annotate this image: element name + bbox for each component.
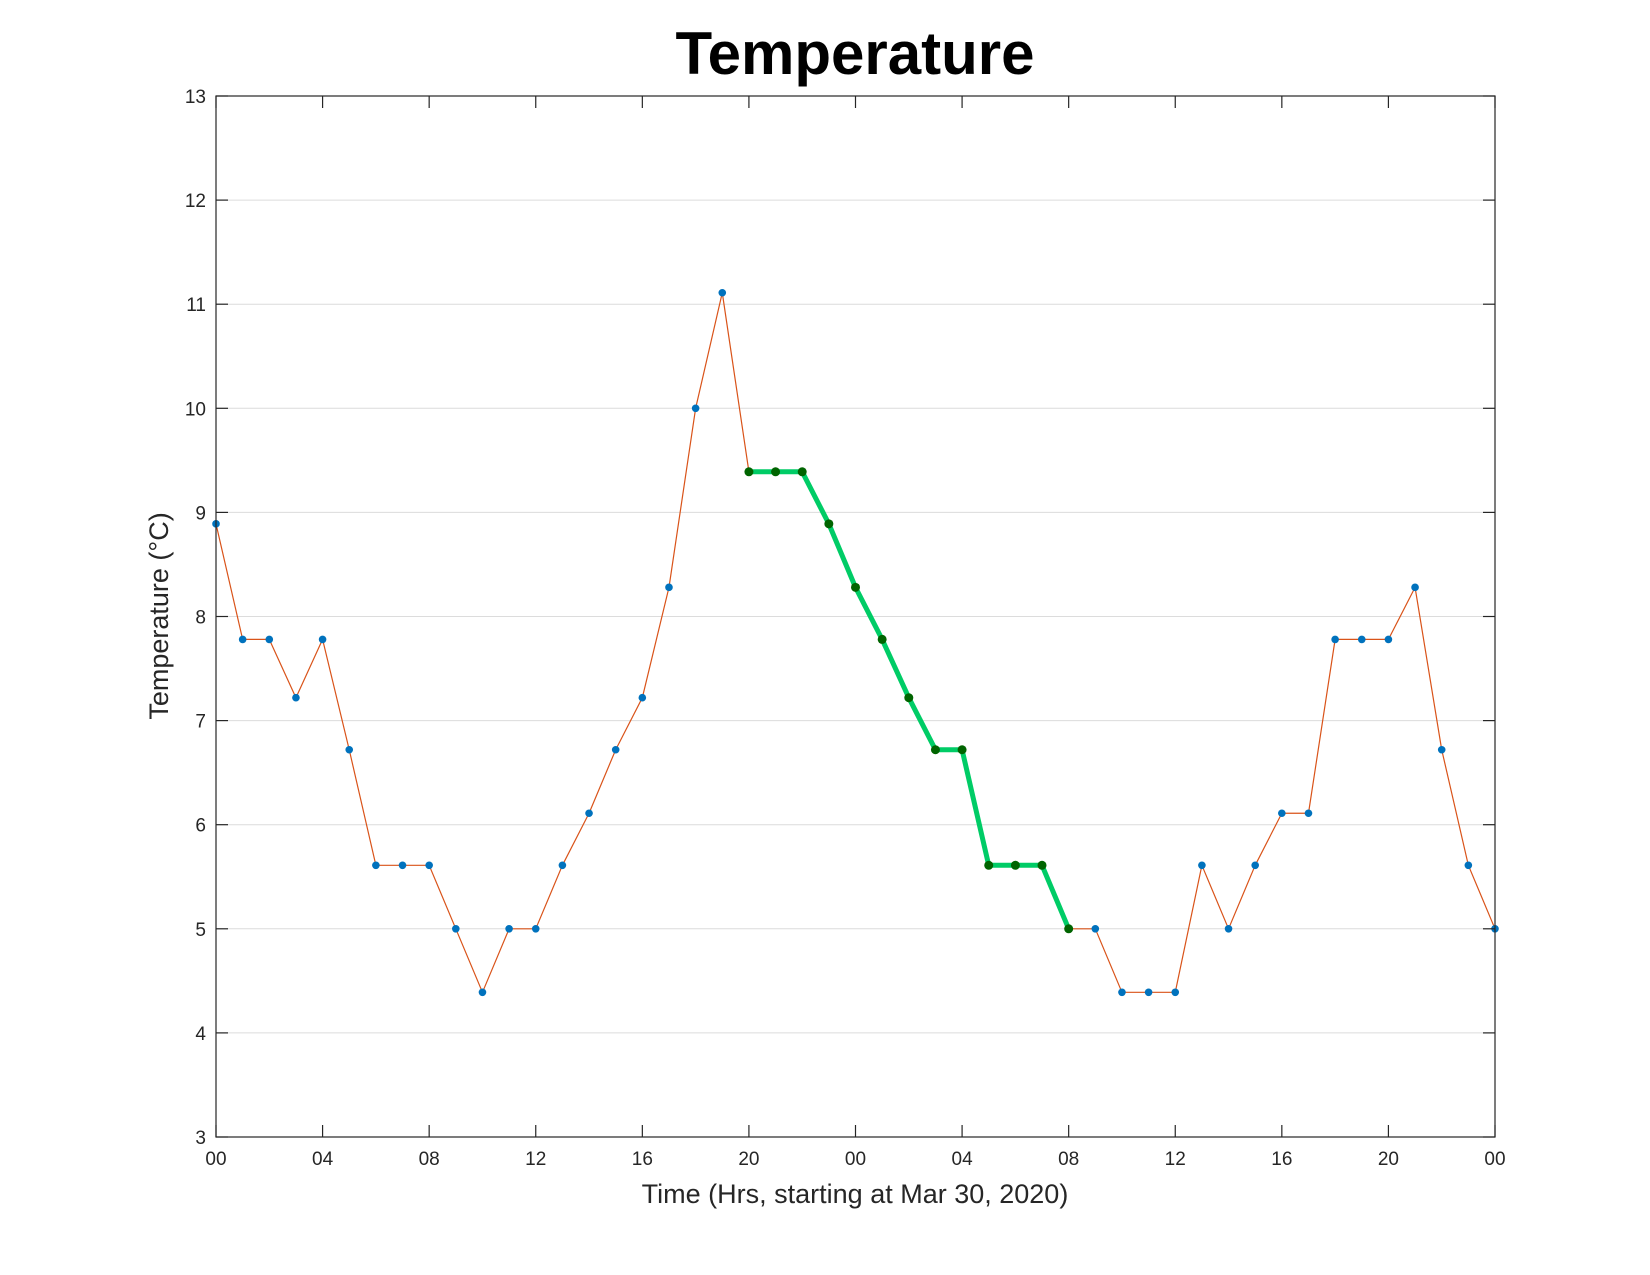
x-tick-label: 00 (1484, 1149, 1505, 1170)
data-point (691, 404, 700, 413)
y-tick-label: 3 (195, 1128, 206, 1149)
y-axis-label: Temperature (°C) (144, 512, 174, 719)
y-tick-label: 7 (195, 712, 206, 733)
highlight-data-point (957, 745, 967, 755)
data-point (558, 861, 567, 870)
data-point (1437, 745, 1446, 754)
data-point (1464, 861, 1473, 870)
data-point (718, 288, 727, 297)
data-point (665, 583, 673, 592)
x-tick-label: 20 (1378, 1149, 1399, 1170)
highlight-data-point (771, 467, 781, 477)
y-tick-label: 11 (186, 295, 206, 316)
y-tick-label: 5 (195, 920, 206, 941)
highlight-data-point (984, 860, 994, 870)
highlight-data-point (824, 519, 834, 529)
data-point (505, 925, 513, 933)
x-tick-label: 16 (632, 1149, 653, 1170)
data-point (1384, 635, 1393, 644)
highlight-data-point (1064, 924, 1074, 934)
data-point (345, 745, 354, 754)
data-point (1251, 861, 1259, 870)
data-point (238, 635, 247, 644)
chart-title: Temperature (675, 20, 1034, 87)
x-tick-label: 04 (952, 1149, 974, 1170)
highlight-data-point (930, 745, 940, 755)
y-tick-label: 13 (185, 87, 206, 108)
data-point (1331, 635, 1339, 644)
y-tick-label: 4 (195, 1024, 206, 1045)
data-point (372, 861, 380, 870)
grid-layer (216, 199, 1495, 1034)
tick-layer: 3 4 5 6 7 8 9 10 11 12 13 00 04 08 12 16 20 00 04 08 12 16 20 0… (185, 87, 1506, 1170)
y-tick-label: 8 (195, 608, 206, 629)
data-point (478, 988, 487, 997)
data-point (265, 635, 274, 644)
data-point (1357, 635, 1366, 644)
data-point (452, 925, 460, 933)
y-tick-label: 10 (185, 399, 206, 420)
y-tick-label: 9 (195, 503, 206, 524)
data-point (1411, 583, 1419, 592)
data-point (398, 861, 407, 870)
data-point (1198, 861, 1206, 870)
data-point (1171, 988, 1180, 997)
highlight-data-point (877, 634, 887, 644)
data-point (1278, 809, 1286, 818)
x-tick-label: 16 (1271, 1149, 1292, 1170)
highlight-data-point (744, 467, 754, 477)
x-tick-label: 12 (1165, 1149, 1186, 1170)
x-tick-label: 20 (738, 1149, 759, 1170)
y-tick-label: 12 (185, 191, 206, 212)
data-point (531, 925, 540, 933)
highlight-data-point (1010, 860, 1020, 870)
x-tick-label: 08 (1058, 1149, 1079, 1170)
x-tick-label: 04 (312, 1149, 334, 1170)
x-axis-label: Time (Hrs, starting at Mar 30, 2020) (642, 1179, 1069, 1209)
data-point (425, 861, 433, 870)
x-tick-label: 00 (205, 1149, 226, 1170)
data-point (638, 693, 647, 702)
data-point (1118, 988, 1126, 997)
y-tick-label: 6 (195, 816, 206, 837)
temperature-series-line (215, 292, 1496, 993)
data-point (292, 693, 300, 702)
data-point (611, 745, 620, 754)
x-tick-label: 00 (845, 1149, 866, 1170)
x-tick-label: 08 (419, 1149, 440, 1170)
data-point (585, 809, 593, 818)
series-layer (212, 288, 1499, 997)
x-tick-label: 12 (525, 1149, 546, 1170)
highlight-data-point (851, 582, 860, 592)
data-point (1091, 925, 1100, 933)
data-point (1144, 988, 1153, 997)
highlight-data-point (1037, 860, 1047, 870)
data-point (318, 635, 327, 644)
data-point (1224, 925, 1233, 933)
data-point (1304, 809, 1313, 818)
highlight-data-point (797, 467, 807, 477)
highlight-data-point (904, 693, 914, 703)
